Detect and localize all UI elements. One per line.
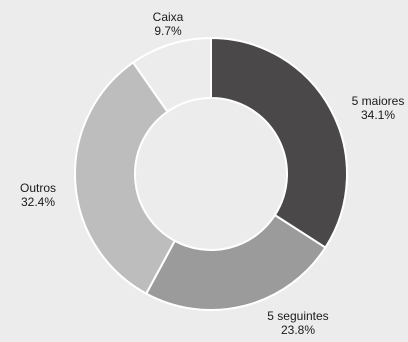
slice-label: Outros [20, 181, 56, 195]
slice-outros [74, 61, 177, 295]
slice-value-label: 23.8% [281, 323, 315, 337]
slice-label: 5 seguintes [267, 309, 328, 323]
slice-5-seguintes [144, 213, 327, 311]
slice-label: 5 maiores [352, 94, 405, 108]
slice-value-label: 34.1% [361, 108, 395, 122]
slice-5-maiores [210, 36, 348, 249]
slice-value-label: 32.4% [21, 195, 55, 209]
slice-caixa [131, 36, 212, 114]
slice-value-label: 9.7% [154, 24, 182, 38]
slices-group [74, 36, 348, 311]
slice-label: Caixa [153, 10, 184, 24]
